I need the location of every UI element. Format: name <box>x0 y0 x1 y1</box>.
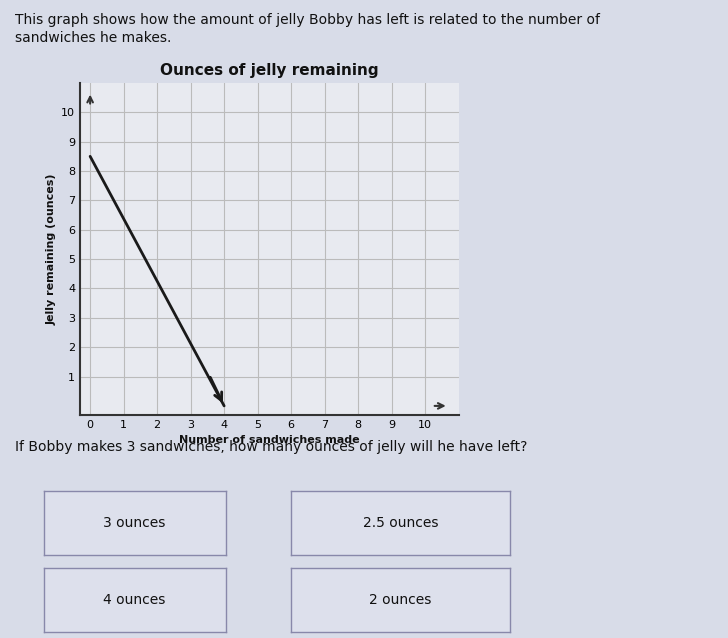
Text: This graph shows how the amount of jelly Bobby has left is related to the number: This graph shows how the amount of jelly… <box>15 13 600 45</box>
Text: 2 ounces: 2 ounces <box>369 593 432 607</box>
Text: If Bobby makes 3 sandwiches, how many ounces of jelly will he have left?: If Bobby makes 3 sandwiches, how many ou… <box>15 440 527 454</box>
Title: Ounces of jelly remaining: Ounces of jelly remaining <box>160 63 379 78</box>
Text: 4 ounces: 4 ounces <box>103 593 166 607</box>
X-axis label: Number of sandwiches made: Number of sandwiches made <box>179 435 360 445</box>
Y-axis label: Jelly remaining (ounces): Jelly remaining (ounces) <box>47 173 57 325</box>
Text: 3 ounces: 3 ounces <box>103 516 166 530</box>
Text: 2.5 ounces: 2.5 ounces <box>363 516 438 530</box>
